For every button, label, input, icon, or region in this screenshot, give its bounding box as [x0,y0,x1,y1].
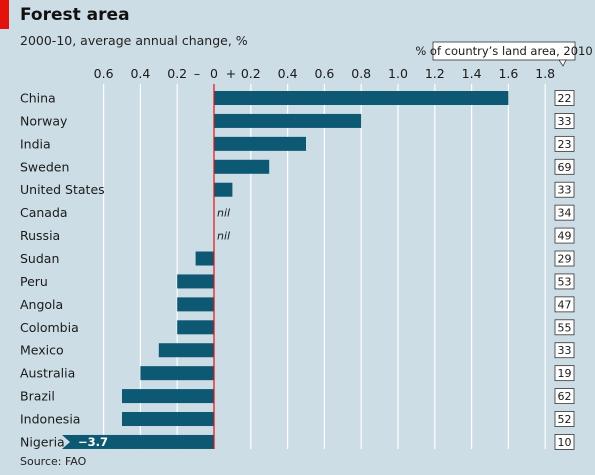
land-share-box [554,365,575,382]
land-share-value: 22 [558,92,572,105]
category-label: United States [20,182,105,197]
land-share-legend-label: % of country’s land area, 2010 [415,44,592,58]
land-share-value: 33 [558,344,572,357]
bar [140,366,214,381]
land-share-box [554,158,575,175]
x-tick-label: 1.8 [535,66,555,81]
x-tick-label: 0.4 [278,66,298,81]
chart-title: Forest area [20,5,130,25]
bar [74,434,214,449]
x-tick-label: 0.4 [130,66,150,81]
land-share-box [554,273,575,290]
nil-value-label: nil [217,207,230,220]
land-share-value: 34 [558,207,572,220]
land-share-box [554,434,575,450]
land-share-value: 33 [558,115,572,128]
x-tick-label: 0.6 [94,66,114,81]
land-share-box [554,319,575,336]
land-share-value: 49 [558,230,572,243]
land-share-box [554,250,575,267]
x-tick-label: 1.4 [462,66,482,81]
land-share-value: 10 [558,436,572,449]
land-share-box [554,388,575,404]
category-label: China [20,91,56,106]
land-share-box [554,411,575,427]
category-label: Brazil [20,389,55,404]
bar [195,251,214,266]
land-share-box [554,135,575,152]
land-share-value: 52 [558,413,572,426]
x-tick-label: 0.2 [241,66,261,81]
bar [214,136,306,151]
land-share-value: 19 [558,367,572,380]
x-tick-label: 0.2 [167,66,187,81]
bar [122,412,214,427]
category-label: Peru [20,274,48,289]
bar [122,389,214,404]
category-label: Australia [20,366,75,381]
x-tick-label: 1.2 [425,66,445,81]
x-tick-label: 0 [210,66,218,81]
bar [214,182,233,197]
bar [158,343,214,358]
bar [214,113,362,128]
category-label: Indonesia [20,412,80,427]
x-axis-plus-sign: + [226,66,236,81]
category-label: Sudan [20,251,59,266]
land-share-value: 62 [558,390,572,403]
category-label: Nigeria [20,434,65,449]
land-share-box [554,342,575,359]
category-label: Norway [20,113,68,128]
land-share-legend-box [432,41,576,61]
bar-break-marker [62,434,74,449]
bar [177,320,214,335]
land-share-legend-pointer [558,59,567,67]
land-share-box [554,90,575,106]
category-label: Angola [20,297,63,312]
land-share-value: 29 [558,253,572,266]
bar [214,159,270,174]
x-tick-label: 0.6 [314,66,334,81]
source-note: Source: FAO [20,455,87,468]
land-share-box [554,181,575,198]
category-label: Colombia [20,320,79,335]
category-label: Canada [20,205,68,220]
land-share-value: 47 [558,298,572,311]
land-share-box [554,113,575,129]
land-share-value: 69 [558,161,572,174]
category-label: India [20,136,51,151]
x-tick-label: 1.0 [388,66,408,81]
bar [177,274,214,289]
land-share-value: 55 [558,321,572,334]
category-label: Sweden [20,159,69,174]
land-share-value: 53 [558,275,572,288]
chart-subtitle: 2000-10, average annual change, % [20,33,248,48]
land-share-box [554,204,575,221]
brand-accent-tag [0,0,9,29]
nil-value-label: nil [217,230,230,243]
land-share-value: 23 [558,138,572,151]
category-label: Mexico [20,343,64,358]
x-tick-label: 0.8 [351,66,371,81]
x-tick-label: 1.6 [498,66,518,81]
x-axis-minus-sign: – [194,66,200,81]
land-share-box [554,296,575,313]
bar [177,297,214,312]
land-share-box [554,227,575,244]
bar-value-label: −3.7 [78,435,108,449]
bar [214,91,509,105]
category-label: Russia [20,228,60,243]
land-share-value: 33 [558,184,572,197]
